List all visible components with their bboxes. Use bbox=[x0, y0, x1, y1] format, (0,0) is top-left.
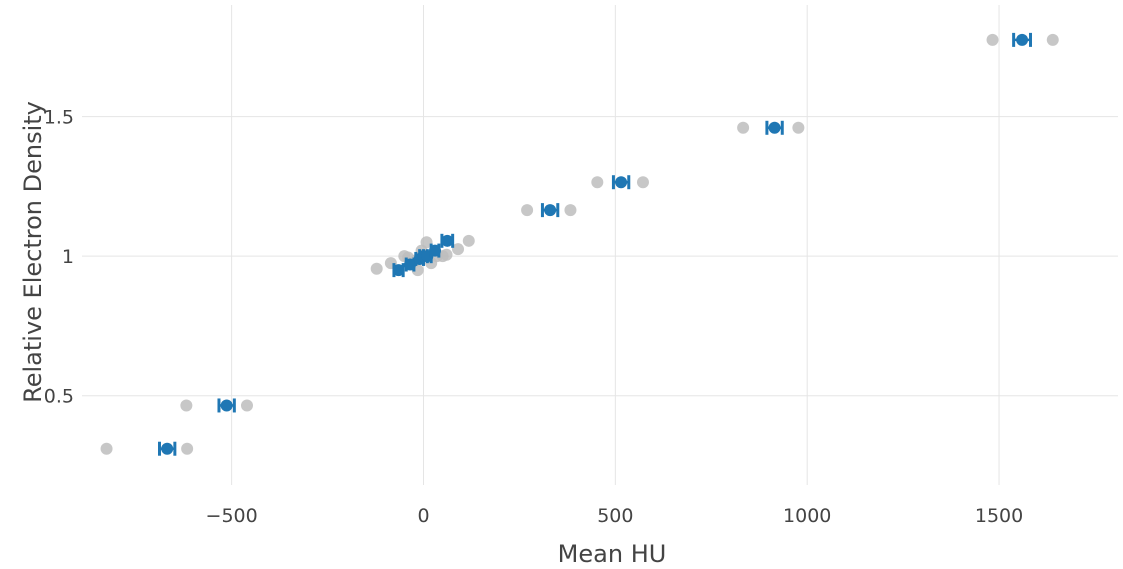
sample-point bbox=[452, 243, 465, 256]
mean-point bbox=[1012, 32, 1033, 47]
mean-point bbox=[440, 233, 455, 248]
mean-point bbox=[429, 243, 442, 258]
sample-point bbox=[737, 121, 750, 134]
tick-labels: −500 0 500 1000 1500 0.5 1 1.5 bbox=[44, 107, 1023, 527]
x-tick-label: 500 bbox=[597, 505, 633, 527]
mean-marker bbox=[161, 442, 174, 455]
y-axis-title: Relative Electron Density bbox=[19, 101, 47, 403]
mean-point bbox=[765, 120, 784, 135]
sample-point bbox=[986, 33, 999, 46]
y-tick-label: 1.5 bbox=[44, 107, 74, 129]
sample-point bbox=[100, 442, 113, 455]
x-axis-title: Mean HU bbox=[558, 540, 667, 568]
mean-point bbox=[158, 441, 177, 456]
sample-point bbox=[181, 442, 194, 455]
sample-point bbox=[564, 204, 577, 217]
mean-marker bbox=[1016, 33, 1029, 46]
grid-lines bbox=[82, 5, 1118, 485]
y-tick-label: 0.5 bbox=[44, 386, 74, 408]
sample-point bbox=[521, 204, 534, 217]
mean-point bbox=[611, 175, 631, 190]
sample-point bbox=[420, 236, 433, 249]
mean-marker bbox=[404, 258, 417, 271]
mean-point bbox=[392, 263, 405, 278]
mean-point bbox=[217, 398, 236, 413]
x-tick-label: −500 bbox=[206, 505, 258, 527]
mean-marker bbox=[220, 399, 233, 412]
mean-marker bbox=[441, 234, 454, 247]
x-tick-label: 1500 bbox=[975, 505, 1023, 527]
x-tick-label: 1000 bbox=[783, 505, 831, 527]
sample-point bbox=[440, 248, 453, 261]
sample-point bbox=[180, 399, 193, 412]
mean-marker bbox=[392, 264, 405, 277]
sample-point bbox=[1046, 33, 1059, 46]
sample-point bbox=[792, 121, 805, 134]
mean-marker bbox=[768, 121, 781, 134]
sample-point bbox=[636, 176, 649, 189]
sample-point bbox=[370, 262, 383, 275]
mean-points-with-errorbars bbox=[158, 32, 1033, 456]
mean-marker bbox=[615, 176, 628, 189]
sample-point bbox=[240, 399, 253, 412]
sample-points bbox=[100, 33, 1059, 455]
mean-point bbox=[540, 203, 560, 218]
sample-point bbox=[462, 234, 475, 247]
x-tick-label: 0 bbox=[417, 505, 429, 527]
mean-marker bbox=[544, 204, 557, 217]
sample-point bbox=[591, 176, 604, 189]
mean-marker bbox=[429, 244, 442, 257]
y-tick-label: 1 bbox=[62, 246, 74, 268]
